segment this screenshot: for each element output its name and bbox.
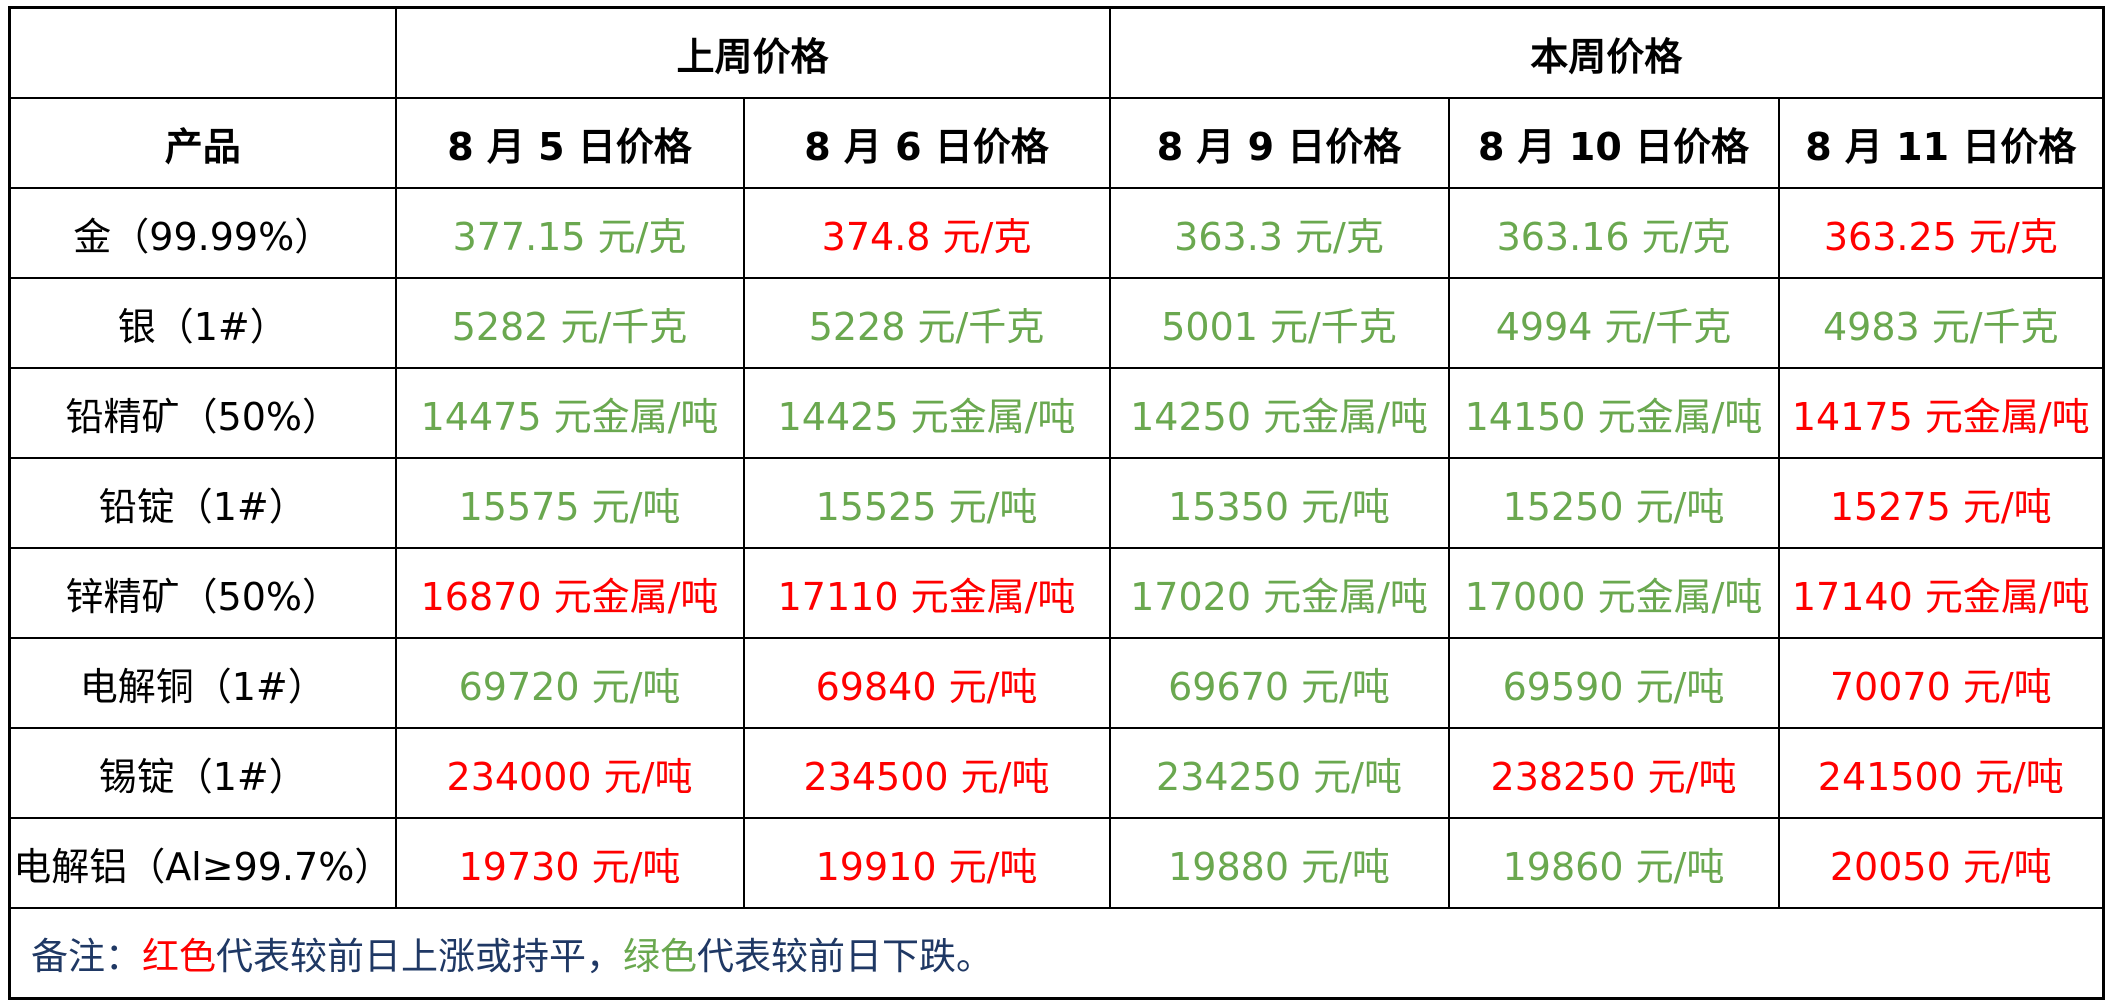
price-cell: 17140 元金属/吨 (1777, 547, 2105, 639)
price-cell: 15575 元/吨 (394, 457, 745, 549)
price-cell: 14475 元金属/吨 (394, 367, 745, 459)
price-cell: 14425 元金属/吨 (742, 367, 1111, 459)
product-name-cell: 电解铝（Al≥99.7%） (8, 817, 397, 909)
price-cell: 69670 元/吨 (1108, 637, 1450, 729)
price-cell: 14175 元金属/吨 (1777, 367, 2105, 459)
table-row: 铅锭（1#） 15575 元/吨 15525 元/吨 15350 元/吨 15250 元… (8, 457, 2105, 549)
note-red-word: 红色 (142, 935, 216, 978)
date-header: 8 月 6 日价格 (742, 97, 1111, 189)
date-header: 8 月 10 日价格 (1447, 97, 1780, 189)
price-cell: 234250 元/吨 (1108, 727, 1450, 819)
table-row: 银（1#） 5282 元/千克 5228 元/千克 5001 元/千克 4994 元/千… (8, 277, 2105, 369)
price-cell: 4983 元/千克 (1777, 277, 2105, 369)
price-cell: 15275 元/吨 (1777, 457, 2105, 549)
price-cell: 14150 元金属/吨 (1447, 367, 1780, 459)
group-header-row: 上周价格 本周价格 (8, 6, 2105, 99)
this-week-header: 本周价格 (1108, 6, 2105, 99)
price-cell: 5282 元/千克 (394, 277, 745, 369)
price-cell: 20050 元/吨 (1777, 817, 2105, 909)
price-cell: 363.16 元/克 (1447, 187, 1780, 279)
product-name-cell: 电解铜（1#） (8, 637, 397, 729)
table-row: 锡锭（1#） 234000 元/吨 234500 元/吨 234250 元/吨 2382… (8, 727, 2105, 819)
price-cell: 15525 元/吨 (742, 457, 1111, 549)
price-cell: 17000 元金属/吨 (1447, 547, 1780, 639)
price-cell: 19910 元/吨 (742, 817, 1111, 909)
date-header: 8 月 11 日价格 (1777, 97, 2105, 189)
note-cell: 备注：红色代表较前日上涨或持平，绿色代表较前日下跌。 (8, 907, 2105, 1000)
price-cell: 16870 元金属/吨 (394, 547, 745, 639)
table-row: 铅精矿（50%） 14475 元金属/吨 14425 元金属/吨 14250 元金属/… (8, 367, 2105, 459)
price-cell: 363.3 元/克 (1108, 187, 1450, 279)
price-table: 上周价格 本周价格 产品 8 月 5 日价格 8 月 6 日价格 8 月 9 日… (8, 6, 2106, 1000)
price-table-body: 金（99.99%） 377.15 元/克 374.8 元/克 363.3 元/克 363… (8, 187, 2105, 909)
product-name-cell: 金（99.99%） (8, 187, 397, 279)
price-cell: 5001 元/千克 (1108, 277, 1450, 369)
table-row: 电解铜（1#） 69720 元/吨 69840 元/吨 69670 元/吨 69590 … (8, 637, 2105, 729)
product-name-cell: 铅精矿（50%） (8, 367, 397, 459)
price-cell: 69590 元/吨 (1447, 637, 1780, 729)
table-row: 金（99.99%） 377.15 元/克 374.8 元/克 363.3 元/克 363… (8, 187, 2105, 279)
product-name-cell: 铅锭（1#） (8, 457, 397, 549)
price-cell: 374.8 元/克 (742, 187, 1111, 279)
price-cell: 19880 元/吨 (1108, 817, 1450, 909)
price-cell: 15350 元/吨 (1108, 457, 1450, 549)
note-green-desc: 代表较前日下跌。 (697, 935, 993, 978)
price-cell: 4994 元/千克 (1447, 277, 1780, 369)
price-cell: 19730 元/吨 (394, 817, 745, 909)
price-cell: 69720 元/吨 (394, 637, 745, 729)
price-cell: 234000 元/吨 (394, 727, 745, 819)
price-cell: 14250 元金属/吨 (1108, 367, 1450, 459)
price-cell: 234500 元/吨 (742, 727, 1111, 819)
price-cell: 69840 元/吨 (742, 637, 1111, 729)
price-cell: 238250 元/吨 (1447, 727, 1780, 819)
price-cell: 15250 元/吨 (1447, 457, 1780, 549)
product-name-cell: 锌精矿（50%） (8, 547, 397, 639)
product-name-cell: 锡锭（1#） (8, 727, 397, 819)
note-red-desc: 代表较前日上涨或持平， (216, 935, 623, 978)
last-week-header: 上周价格 (394, 6, 1111, 99)
note-green-word: 绿色 (623, 935, 697, 978)
table-row: 锌精矿（50%） 16870 元金属/吨 17110 元金属/吨 17020 元金属/… (8, 547, 2105, 639)
product-header: 产品 (8, 97, 397, 189)
price-cell: 363.25 元/克 (1777, 187, 2105, 279)
price-cell: 5228 元/千克 (742, 277, 1111, 369)
date-header: 8 月 5 日价格 (394, 97, 745, 189)
table-row: 电解铝（Al≥99.7%） 19730 元/吨 19910 元/吨 19880 元/吨… (8, 817, 2105, 909)
price-cell: 19860 元/吨 (1447, 817, 1780, 909)
product-name-cell: 银（1#） (8, 277, 397, 369)
empty-corner-cell (8, 6, 397, 99)
date-header: 8 月 9 日价格 (1108, 97, 1450, 189)
note-row: 备注：红色代表较前日上涨或持平，绿色代表较前日下跌。 (8, 907, 2105, 1000)
price-cell: 17110 元金属/吨 (742, 547, 1111, 639)
price-cell: 17020 元金属/吨 (1108, 547, 1450, 639)
date-header-row: 产品 8 月 5 日价格 8 月 6 日价格 8 月 9 日价格 8 月 10 … (8, 97, 2105, 189)
price-cell: 70070 元/吨 (1777, 637, 2105, 729)
note-prefix: 备注： (31, 935, 142, 978)
price-cell: 377.15 元/克 (394, 187, 745, 279)
price-cell: 241500 元/吨 (1777, 727, 2105, 819)
